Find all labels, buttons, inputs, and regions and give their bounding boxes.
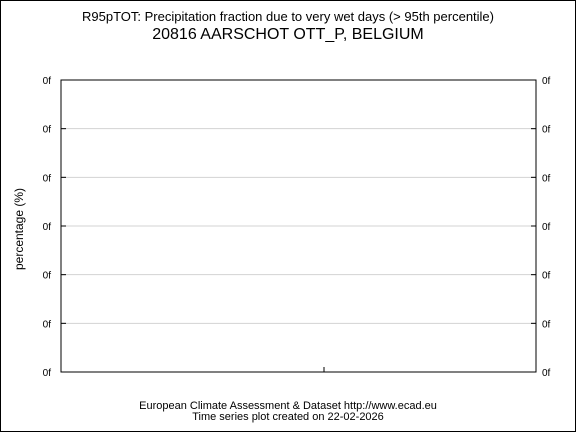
y-tick-label-right: 0f bbox=[542, 319, 551, 330]
chart-title: R95pTOT: Precipitation fraction due to v… bbox=[82, 9, 494, 24]
footer-source: European Climate Assessment & Dataset ht… bbox=[139, 400, 437, 412]
y-tick-label-right: 0f bbox=[542, 76, 551, 87]
tick-labels: 0f 0f 0f 0f 0f 0f 0f 0f 0f 0f 0f 0f 0f 0f bbox=[43, 76, 551, 379]
y-tick-label-left: 0f bbox=[43, 125, 52, 136]
y-tick-label-left: 0f bbox=[43, 271, 52, 282]
footer-created: Time series plot created on 22-02-2026 bbox=[192, 411, 384, 423]
axis-ticks bbox=[61, 79, 536, 373]
y-tick-label-right: 0f bbox=[542, 222, 551, 233]
y-tick-label-right: 0f bbox=[542, 173, 551, 184]
grid-lines bbox=[61, 128, 536, 324]
y-tick-label-left: 0f bbox=[43, 368, 52, 379]
y-tick-label-left: 0f bbox=[43, 173, 52, 184]
chart-subtitle: 20816 AARSCHOT OTT_P, BELGIUM bbox=[152, 26, 424, 43]
y-tick-label-right: 0f bbox=[542, 271, 551, 282]
y-tick-label-left: 0f bbox=[43, 319, 52, 330]
y-tick-label-right: 0f bbox=[542, 368, 551, 379]
y-tick-label-right: 0f bbox=[542, 125, 551, 136]
y-tick-label-left: 0f bbox=[43, 222, 52, 233]
y-tick-label-left: 0f bbox=[43, 76, 52, 87]
